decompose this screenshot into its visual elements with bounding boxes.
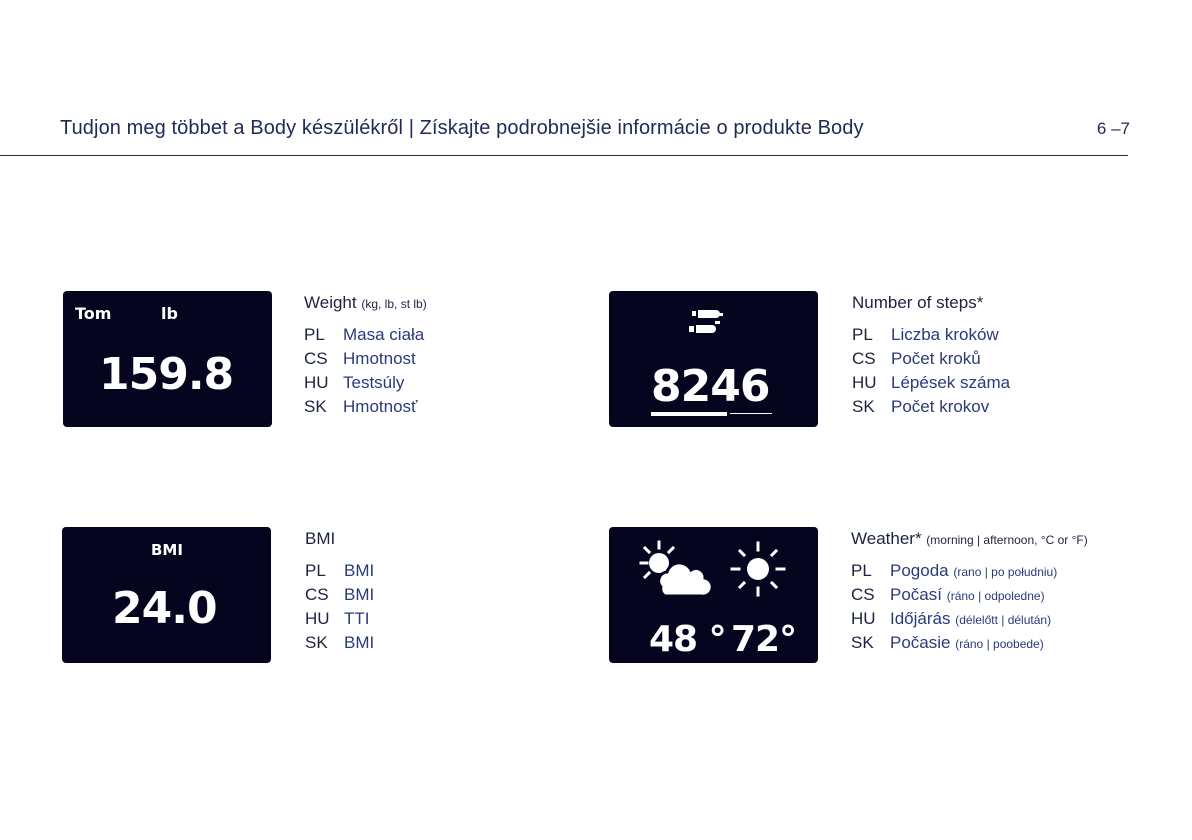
language-code: HU [305, 609, 330, 628]
language-code: CS [304, 349, 328, 368]
bmi-info: BMI PL BMI CS BMI HU TTI SK BMI [305, 529, 374, 657]
steps-info: Number of steps* PL Liczba kroków CS Počet… [852, 293, 1010, 421]
weight-title: Weight (kg, lb, st lb) [304, 293, 427, 313]
language-code: SK [851, 633, 874, 652]
translation-text: BMI [344, 585, 375, 604]
language-code: PL [305, 561, 326, 580]
translation-note: (rano | po południu) [953, 565, 1058, 579]
translation-text: TTI [344, 609, 370, 628]
translation-text: Počasí [890, 585, 942, 604]
translation-row: PL Masa ciała [304, 325, 427, 349]
translation-text: Pogoda [890, 561, 949, 580]
translation-row: HU Lépések száma [852, 373, 1010, 397]
weather-title: Weather* (morning | afternoon, °C or °F) [851, 529, 1088, 549]
steps-screen: 8246 [609, 291, 818, 427]
translation-text: Počet kroků [891, 349, 981, 368]
steps-value: 8246 [651, 361, 770, 412]
translation-text: BMI [344, 633, 375, 652]
translation-note: (ráno | poobede) [955, 637, 1044, 651]
weather-subtitle: (morning | afternoon, °C or °F) [926, 533, 1088, 547]
weight-title-text: Weight [304, 293, 357, 312]
page-number: 6 –7 [1096, 119, 1130, 138]
translation-text: BMI [344, 561, 375, 580]
translation-row: PL BMI [305, 561, 374, 585]
language-code: SK [852, 397, 875, 416]
translation-row: SK Počasie (ráno | poobede) [851, 633, 1088, 657]
translation-text: Hmotnost [343, 349, 416, 368]
footprints-icon [689, 310, 723, 333]
language-code: PL [852, 325, 873, 344]
translation-row: CS Hmotnost [304, 349, 427, 373]
translation-row: SK Počet krokov [852, 397, 1010, 421]
translation-text: Időjárás [890, 609, 951, 628]
translation-note: (délelőtt | délután) [955, 613, 1052, 627]
weight-value: 159.8 [99, 349, 234, 400]
language-code: CS [851, 585, 875, 604]
language-code: CS [852, 349, 876, 368]
translation-text: Hmotnosť [343, 397, 418, 416]
translation-note: (ráno | odpoledne) [946, 589, 1045, 603]
weight-info: Weight (kg, lb, st lb) PL Masa ciała CS Hm… [304, 293, 427, 421]
translation-row: PL Pogoda (rano | po południu) [851, 561, 1088, 585]
sun-icon [730, 541, 786, 597]
partly-cloudy-icon [639, 540, 711, 598]
translation-row: CS Počasí (ráno | odpoledne) [851, 585, 1088, 609]
translation-text: Lépések száma [891, 373, 1011, 392]
translation-row: PL Liczba kroków [852, 325, 1010, 349]
language-code: HU [852, 373, 877, 392]
weather-title-text: Weather* [851, 529, 922, 548]
language-code: PL [304, 325, 325, 344]
weight-subtitle: (kg, lb, st lb) [361, 297, 427, 311]
header-divider [0, 155, 1128, 156]
afternoon-temperature: 72° [731, 619, 797, 660]
bmi-screen-label: BMI [151, 541, 183, 559]
translation-row: SK Hmotnosť [304, 397, 427, 421]
translation-text: Testsúly [343, 373, 405, 392]
translation-text: Počasie [890, 633, 951, 652]
language-code: SK [304, 397, 327, 416]
weather-screen: 48 ° 72° [609, 527, 818, 663]
translation-row: HU TTI [305, 609, 374, 633]
weight-screen: Tom lb 159.8 [63, 291, 272, 427]
translation-row: CS BMI [305, 585, 374, 609]
bmi-title: BMI [305, 529, 336, 548]
translation-row: HU Időjárás (délelőtt | délután) [851, 609, 1088, 633]
language-code: HU [851, 609, 876, 628]
translation-row: HU Testsúly [304, 373, 427, 397]
bmi-screen: BMI 24.0 [62, 527, 271, 663]
translation-row: CS Počet kroků [852, 349, 1010, 373]
language-code: HU [304, 373, 329, 392]
bmi-value: 24.0 [112, 583, 218, 634]
language-code: CS [305, 585, 329, 604]
translation-text: Masa ciała [343, 325, 425, 344]
language-code: SK [305, 633, 328, 652]
steps-progress-bar [651, 412, 727, 416]
weather-info: Weather* (morning | afternoon, °C or °F)… [851, 529, 1088, 657]
morning-temperature: 48 ° [649, 619, 727, 660]
user-name-label: Tom [75, 304, 112, 323]
steps-title: Number of steps* [852, 293, 984, 312]
steps-progress-track [730, 413, 772, 414]
translation-text: Liczba kroków [891, 325, 999, 344]
language-code: PL [851, 561, 872, 580]
page-header-title: Tudjon meg többet a Body készülékről | Z… [60, 117, 864, 139]
translation-text: Počet krokov [891, 397, 990, 416]
translation-row: SK BMI [305, 633, 374, 657]
weight-unit-label: lb [161, 304, 178, 323]
